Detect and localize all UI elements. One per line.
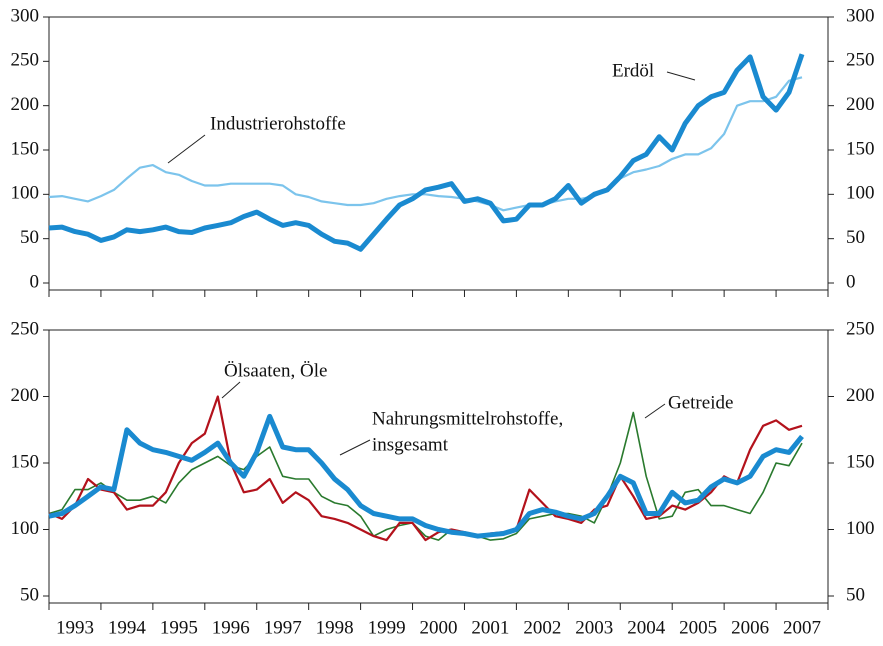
x-tick-label: 1999 [368, 617, 406, 638]
y2-tick-label: 100 [846, 183, 875, 204]
annotation-leader [644, 403, 666, 419]
y-tick-label: 300 [11, 5, 40, 26]
y-tick-label: 150 [11, 451, 40, 472]
y2-tick-label: 50 [846, 584, 865, 605]
x-tick-label: 1997 [264, 617, 302, 638]
x-tick-label: 1993 [56, 617, 94, 638]
y-tick-label: 100 [11, 518, 40, 539]
x-tick-label: 2005 [679, 617, 717, 638]
series-line [48, 76, 803, 212]
y-tick-label: 100 [11, 183, 40, 204]
annotation: Getreide [668, 392, 733, 413]
y2-tick-label: 100 [846, 518, 875, 539]
y2-tick-label: 150 [846, 451, 875, 472]
annotation-leader [221, 381, 241, 399]
annotation-leader [666, 71, 696, 81]
y2-tick-label: 200 [846, 94, 875, 115]
series-line [48, 53, 805, 252]
y-tick-label: 200 [11, 94, 40, 115]
annotation: Nahrungsmittelrohstoffe, [372, 408, 563, 429]
y2-tick-label: 250 [846, 50, 875, 71]
y2-tick-label: 0 [846, 271, 856, 292]
x-tick-label: 2006 [731, 617, 769, 638]
x-tick-label: 1994 [108, 617, 147, 638]
y2-tick-label: 150 [846, 138, 875, 159]
x-tick-label: 1995 [160, 617, 198, 638]
y2-tick-label: 250 [846, 318, 875, 339]
plot-frame [48, 329, 829, 604]
x-tick-label: 2000 [420, 617, 458, 638]
y-tick-label: 50 [20, 584, 39, 605]
annotation-leader [167, 134, 206, 164]
y2-tick-label: 50 [846, 227, 865, 248]
x-tick-label: 2003 [575, 617, 613, 638]
series-line [48, 411, 803, 541]
series-line [48, 395, 803, 542]
y-tick-label: 250 [11, 50, 40, 71]
y-tick-label: 250 [11, 318, 40, 339]
y-tick-label: 0 [30, 271, 40, 292]
series-line [48, 413, 804, 539]
y2-tick-label: 200 [846, 385, 875, 406]
x-tick-label: 2002 [523, 617, 561, 638]
annotation: Erdöl [612, 60, 654, 81]
annotation: insgesamt [372, 434, 449, 455]
y-tick-label: 150 [11, 138, 40, 159]
x-tick-label: 1998 [316, 617, 354, 638]
x-tick-label: 1996 [212, 617, 250, 638]
annotation: Ölsaaten, Öle [224, 360, 327, 381]
plot-frame [48, 16, 829, 291]
x-tick-label: 2007 [783, 617, 821, 638]
y2-tick-label: 300 [846, 5, 875, 26]
annotation: Industrierohstoffe [210, 113, 346, 134]
y-tick-label: 50 [20, 227, 39, 248]
x-tick-label: 2001 [471, 617, 509, 638]
y-tick-label: 200 [11, 385, 40, 406]
x-tick-label: 2004 [627, 617, 666, 638]
annotation-leader [339, 439, 371, 456]
